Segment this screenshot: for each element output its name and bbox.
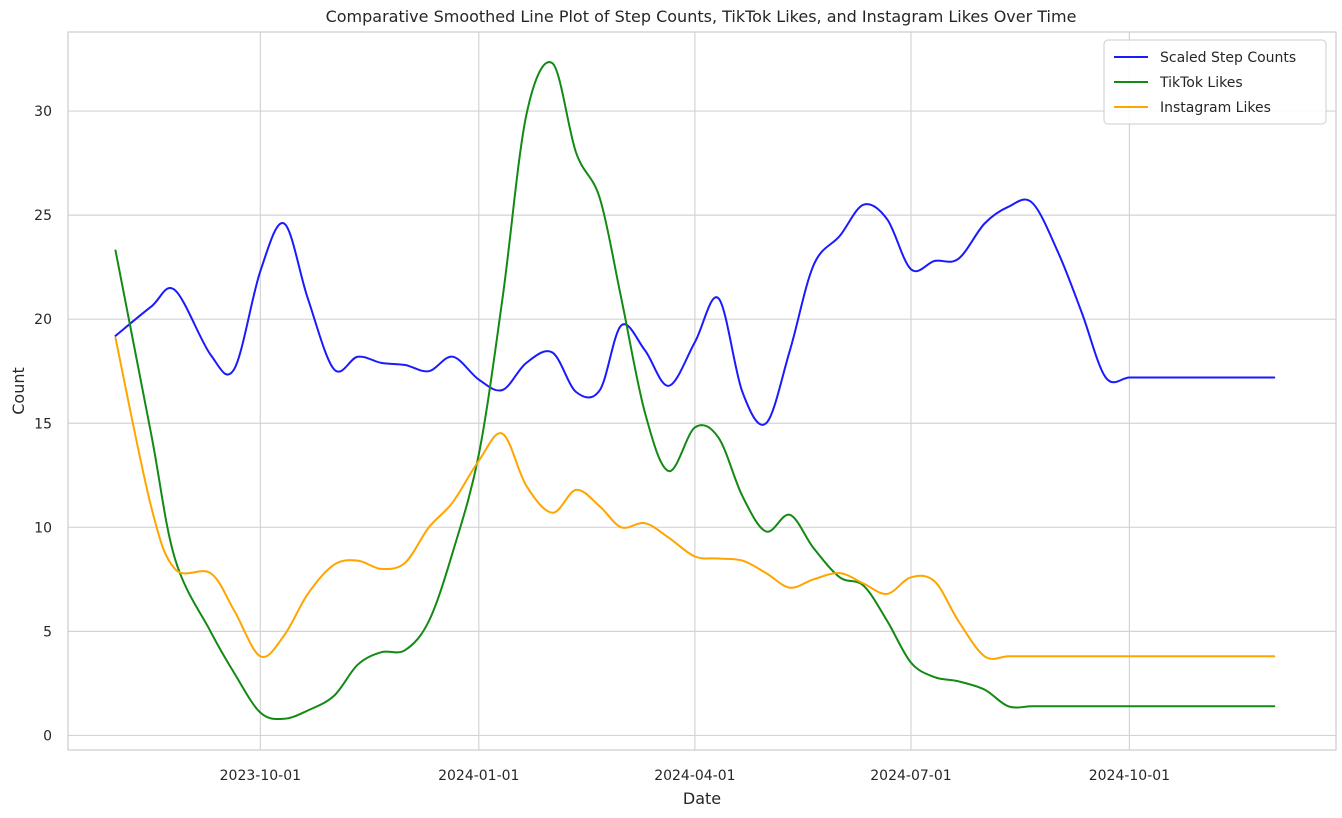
- legend-entry: Scaled Step Counts: [1160, 50, 1296, 66]
- x-tick-label: 2024-07-01: [870, 768, 951, 784]
- legend-entry: Instagram Likes: [1160, 100, 1271, 116]
- x-tick-label: 2024-10-01: [1089, 768, 1170, 784]
- x-tick-labels: 2023-10-01 2024-01-01 2024-04-01 2024-07-01…: [220, 768, 1170, 784]
- legend-box: [1103, 39, 1327, 125]
- y-axis-label: Count: [9, 367, 28, 415]
- series-group: [114, 61, 1276, 721]
- plot-frame: [67, 31, 1337, 751]
- y-tick-label: 15: [34, 416, 52, 432]
- series-line-3: [114, 336, 1276, 660]
- x-tick-label: 2023-10-01: [220, 768, 301, 784]
- x-axis-label: Date: [683, 789, 721, 808]
- y-tick-label: 0: [43, 728, 52, 744]
- series-line-1: [114, 198, 1276, 426]
- x-tick-label: 2024-04-01: [654, 768, 735, 784]
- x-tick-label: 2024-01-01: [438, 768, 519, 784]
- gridlines: [68, 32, 1336, 750]
- legend: Scaled Step Counts TikTok Likes Instagram …: [1103, 39, 1327, 125]
- y-tick-labels: 0 5 10 15 20 25 30: [34, 104, 52, 744]
- chart-title: Comparative Smoothed Line Plot of Step C…: [326, 7, 1077, 26]
- y-tick-label: 5: [43, 624, 52, 640]
- legend-entry: TikTok Likes: [1159, 75, 1243, 91]
- y-tick-label: 20: [34, 312, 52, 328]
- y-tick-label: 25: [34, 208, 52, 224]
- series-line-2: [114, 61, 1276, 721]
- y-tick-label: 30: [34, 104, 52, 120]
- y-tick-label: 10: [34, 520, 52, 536]
